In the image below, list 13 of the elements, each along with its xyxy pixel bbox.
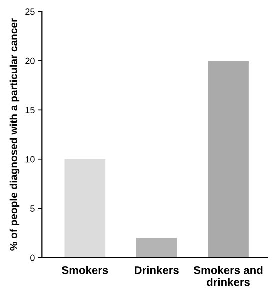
y-tick-label: 10 — [26, 156, 35, 163]
y-tick-label: 15 — [26, 107, 35, 114]
y-tick-label: 0 — [30, 254, 35, 262]
bar — [64, 159, 106, 258]
x-tick-label: Drinkers — [135, 266, 179, 274]
x-tick-label: Smokers — [62, 266, 108, 274]
y-axis-title: % of people diagnosed with a particular cancer — [10, 18, 20, 251]
y-tick-label: 25 — [26, 8, 35, 16]
x-tick-label: Smokers and drinkers — [194, 266, 263, 286]
bar — [208, 60, 249, 258]
y-tick-label: 5 — [30, 206, 35, 212]
y-tick-label: 20 — [26, 58, 35, 64]
bar — [136, 238, 178, 258]
